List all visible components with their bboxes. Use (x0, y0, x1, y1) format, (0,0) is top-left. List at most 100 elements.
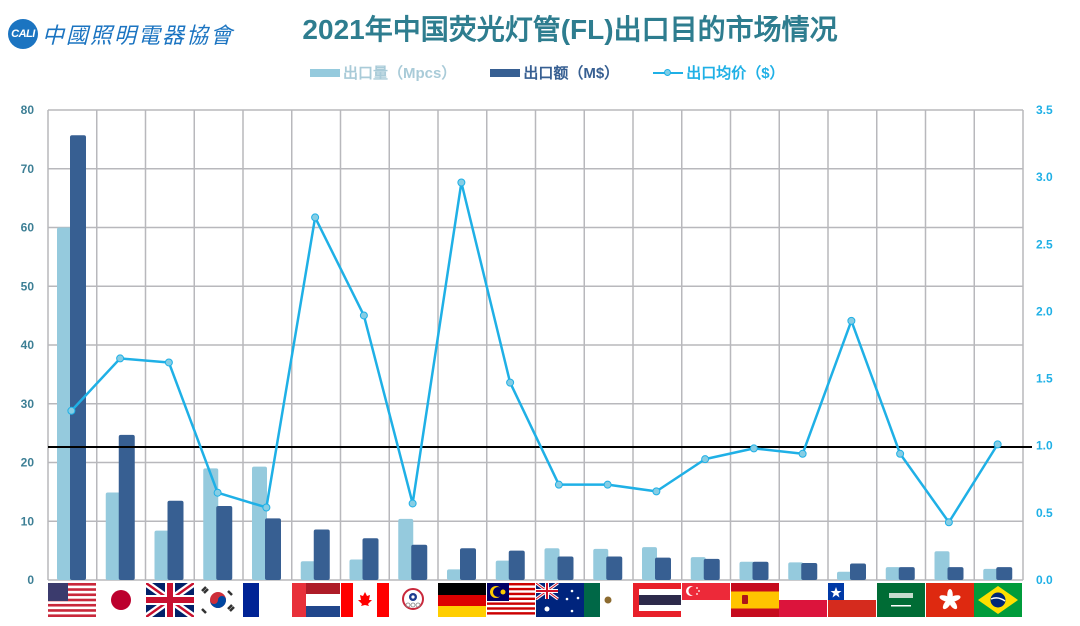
price-point (262, 503, 271, 512)
bar-volume (983, 568, 999, 580)
price-point (67, 406, 76, 415)
flag-malaysia-icon (486, 583, 536, 617)
flag-south-korea-icon (194, 583, 243, 617)
right-axis-tick: 0.5 (1036, 506, 1053, 520)
right-axis-tick: 1.0 (1036, 439, 1053, 453)
price-point (554, 480, 563, 489)
price-point (798, 449, 807, 458)
flag-france-icon (243, 583, 292, 617)
flag-uk-icon (145, 583, 195, 617)
legend-item-volume: 出口量（Mpcs） (310, 62, 456, 83)
bar-volume (544, 548, 560, 580)
price-point (749, 444, 758, 453)
left-axis-tick: 40 (21, 338, 35, 352)
left-axis-tick: 50 (21, 279, 35, 293)
bar-value (752, 561, 769, 580)
bar-volume (642, 547, 657, 580)
bar-value (947, 567, 964, 580)
legend-label-value: 出口额（M$） (523, 65, 620, 82)
bar-volume (105, 492, 121, 580)
flag-chile-icon (828, 583, 877, 617)
price-line-series (67, 178, 1002, 527)
legend-item-price: 出口均价（$） (653, 62, 785, 83)
price-point (457, 178, 466, 187)
right-axis-tick: 2.5 (1036, 237, 1053, 251)
bar-volume (788, 562, 804, 580)
price-point (359, 311, 368, 320)
bar-volume (300, 561, 316, 580)
left-axis-tick: 10 (21, 514, 35, 528)
bar-value (508, 550, 525, 580)
price-point (701, 455, 710, 464)
price-point (164, 358, 173, 367)
bar-value (167, 500, 184, 580)
price-point (116, 354, 125, 363)
bar-volume (934, 551, 950, 580)
cali-logo: CALI 中國照明電器協會 (8, 18, 234, 50)
flag-netherlands-icon (291, 583, 341, 617)
bar-value (313, 529, 330, 580)
bar-volume (349, 559, 365, 580)
price-point (311, 213, 320, 222)
flag-singapore-icon (681, 583, 731, 617)
bar-volume (837, 571, 852, 580)
flag-mexico-icon (584, 583, 633, 617)
bar-series (57, 135, 1013, 580)
legend-swatch-volume (310, 68, 340, 77)
bar-volume (447, 569, 462, 580)
flag-thailand-icon (633, 583, 682, 617)
bar-volume (885, 567, 901, 580)
bar-volume (252, 466, 267, 580)
bar-volume (690, 557, 706, 580)
bar-value (362, 538, 379, 580)
bar-volume (495, 560, 511, 580)
bar-value (460, 548, 476, 580)
left-axis-tick: 0 (27, 573, 34, 587)
bar-value (118, 434, 135, 580)
price-line (70, 181, 999, 524)
flag-saudi-arabia-icon (876, 583, 926, 617)
legend-label-price: 出口均价（$） (686, 65, 785, 82)
left-axis-tick: 70 (21, 162, 35, 176)
flag-canada-icon (340, 583, 390, 617)
legend-line-marker-icon (653, 66, 684, 80)
right-axis-tick: 3.5 (1036, 103, 1053, 117)
price-point (847, 316, 856, 325)
flag-usa-icon (48, 583, 97, 617)
flag-poland-icon (779, 583, 828, 617)
bar-value (898, 567, 915, 580)
right-axis-tick: 1.5 (1036, 372, 1053, 386)
left-axis-tick: 20 (21, 456, 35, 470)
flag-australia-icon (535, 583, 585, 617)
left-axis-tick: 30 (21, 397, 35, 411)
flag-chinese-taipei-icon (389, 583, 438, 617)
price-point (944, 518, 953, 527)
bar-value (216, 505, 233, 580)
price-point (603, 480, 612, 489)
left-axis-tick: 80 (21, 103, 35, 117)
flag-spain-icon (730, 583, 780, 617)
flag-hong-kong-icon (925, 583, 975, 617)
price-point (993, 440, 1002, 449)
legend-label-volume: 出口量（Mpcs） (343, 65, 457, 82)
left-axis: 0 10 20 30 40 50 60 70 80 (21, 103, 35, 587)
price-point (408, 499, 417, 508)
bar-value (70, 135, 86, 580)
bar-value (703, 558, 720, 580)
bar-value (655, 557, 671, 580)
bar-volume (203, 468, 219, 580)
price-point (896, 449, 905, 458)
cali-logo-mark: CALI (8, 19, 38, 49)
chart-grid (47, 109, 1024, 581)
bar-volume (154, 530, 170, 580)
bar-value (265, 518, 281, 580)
bar-value (606, 556, 623, 580)
bar-value (411, 544, 428, 580)
right-axis-tick: 0.0 (1036, 573, 1053, 587)
legend-item-value: 出口额（M$） (490, 62, 619, 83)
chart-legend: 出口量（Mpcs） 出口额（M$） 出口均价（$） (310, 62, 819, 83)
flag-brazil-icon (974, 583, 1023, 617)
bar-value (850, 563, 866, 580)
bar-volume (739, 561, 755, 580)
